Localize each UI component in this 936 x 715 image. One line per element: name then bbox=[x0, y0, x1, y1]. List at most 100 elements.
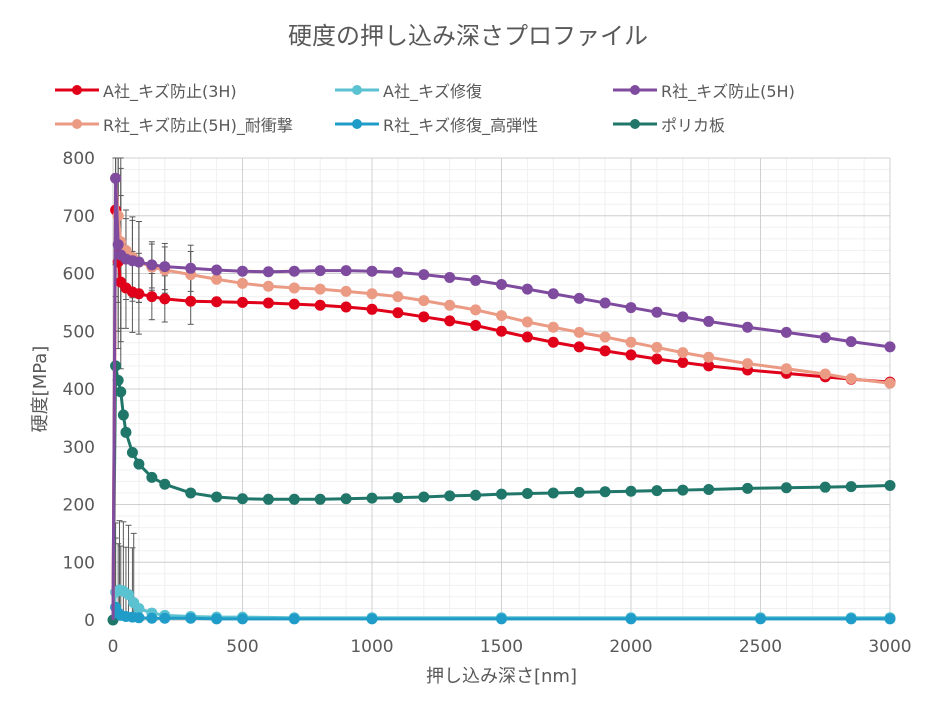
data-point bbox=[123, 589, 135, 601]
data-point bbox=[496, 613, 507, 625]
legend-item-polycarbonate[interactable]: ポリカ板 bbox=[613, 112, 725, 136]
data-point bbox=[742, 358, 754, 370]
data-point bbox=[677, 356, 689, 368]
y-axis-label: 硬度[MPa] bbox=[30, 346, 51, 433]
data-point bbox=[262, 266, 274, 278]
data-point bbox=[521, 283, 533, 295]
data-point bbox=[366, 265, 378, 277]
data-point bbox=[112, 239, 124, 251]
legend-swatch bbox=[613, 119, 657, 129]
data-point bbox=[133, 602, 145, 614]
data-point bbox=[211, 264, 223, 276]
data-point bbox=[262, 493, 274, 505]
x-tick-label: 0 bbox=[108, 637, 119, 657]
data-point bbox=[845, 373, 857, 385]
data-point bbox=[625, 613, 637, 625]
legend-item-r-scratch-repair-elastic[interactable]: R社_キズ修復_高弾性 bbox=[335, 112, 538, 136]
data-point bbox=[211, 613, 223, 625]
data-point bbox=[599, 331, 611, 343]
data-point bbox=[392, 307, 404, 319]
data-point bbox=[444, 315, 456, 327]
y-tick-label: 100 bbox=[63, 553, 95, 573]
data-point bbox=[126, 447, 138, 459]
legend-label: A社_キズ修復 bbox=[383, 82, 482, 101]
x-tick-label: 1500 bbox=[480, 637, 523, 657]
data-point bbox=[237, 277, 248, 289]
data-point bbox=[340, 301, 352, 313]
data-point bbox=[651, 306, 663, 318]
data-point bbox=[780, 482, 792, 494]
data-point bbox=[314, 299, 326, 311]
data-point bbox=[845, 613, 857, 625]
data-point bbox=[366, 288, 378, 300]
data-point bbox=[133, 612, 145, 624]
data-point bbox=[573, 326, 585, 338]
data-point bbox=[392, 291, 404, 303]
data-point bbox=[418, 295, 430, 307]
data-point bbox=[651, 353, 663, 365]
data-point bbox=[110, 172, 122, 184]
data-point bbox=[340, 265, 352, 277]
data-point bbox=[146, 259, 158, 271]
legend-item-r-scratch-prevent[interactable]: R社_キズ防止(5H) bbox=[613, 78, 795, 102]
data-point bbox=[884, 341, 896, 353]
data-point bbox=[146, 291, 158, 303]
x-tick-label: 2000 bbox=[609, 637, 652, 657]
data-point bbox=[547, 288, 559, 300]
data-point bbox=[288, 613, 300, 625]
data-point bbox=[651, 485, 663, 497]
data-point bbox=[521, 316, 533, 328]
data-point bbox=[742, 482, 754, 494]
data-point bbox=[625, 336, 637, 348]
data-point bbox=[547, 487, 559, 499]
data-point bbox=[625, 485, 637, 497]
data-point bbox=[677, 484, 689, 496]
y-tick-label: 800 bbox=[63, 149, 95, 169]
data-point bbox=[340, 285, 352, 297]
data-point bbox=[703, 351, 715, 363]
data-point bbox=[366, 303, 378, 315]
legend-item-r-scratch-prevent-impact[interactable]: R社_キズ防止(5H)_耐衝撃 bbox=[55, 112, 293, 136]
data-point bbox=[444, 490, 456, 502]
data-point bbox=[780, 326, 792, 338]
data-point bbox=[133, 256, 145, 268]
data-point bbox=[288, 282, 300, 294]
data-point bbox=[314, 493, 326, 505]
data-point bbox=[703, 315, 715, 327]
y-tick-label: 700 bbox=[63, 207, 95, 227]
legend-swatch bbox=[335, 119, 379, 129]
data-point bbox=[314, 283, 326, 295]
data-point bbox=[185, 612, 197, 624]
data-point bbox=[418, 491, 430, 503]
data-point bbox=[599, 345, 611, 357]
legend-item-a-scratch-repair[interactable]: A社_キズ修復 bbox=[335, 78, 482, 102]
data-point bbox=[392, 266, 404, 278]
data-point bbox=[573, 486, 585, 498]
data-point bbox=[262, 297, 274, 309]
data-point bbox=[159, 612, 171, 624]
data-point bbox=[651, 341, 663, 353]
data-point bbox=[133, 288, 145, 300]
data-point bbox=[133, 458, 145, 470]
data-point bbox=[819, 368, 831, 380]
data-point bbox=[120, 426, 132, 438]
data-point bbox=[392, 492, 404, 504]
data-point bbox=[884, 479, 896, 491]
data-point bbox=[185, 487, 197, 499]
legend-label: ポリカ板 bbox=[661, 116, 726, 135]
data-point bbox=[625, 349, 637, 361]
legend-item-a-scratch-prevent[interactable]: A社_キズ防止(3H) bbox=[55, 78, 237, 102]
data-point bbox=[237, 613, 248, 625]
y-tick-label: 500 bbox=[63, 322, 95, 342]
data-point bbox=[496, 310, 507, 322]
legend-label: A社_キズ防止(3H) bbox=[103, 82, 237, 101]
x-tick-label: 1000 bbox=[350, 637, 393, 657]
legend-label: R社_キズ修復_高弾性 bbox=[383, 116, 539, 135]
data-point bbox=[146, 471, 158, 483]
data-point bbox=[470, 319, 482, 331]
data-point bbox=[444, 299, 456, 311]
data-point bbox=[185, 262, 197, 274]
data-point bbox=[573, 341, 585, 353]
data-point bbox=[237, 265, 248, 277]
